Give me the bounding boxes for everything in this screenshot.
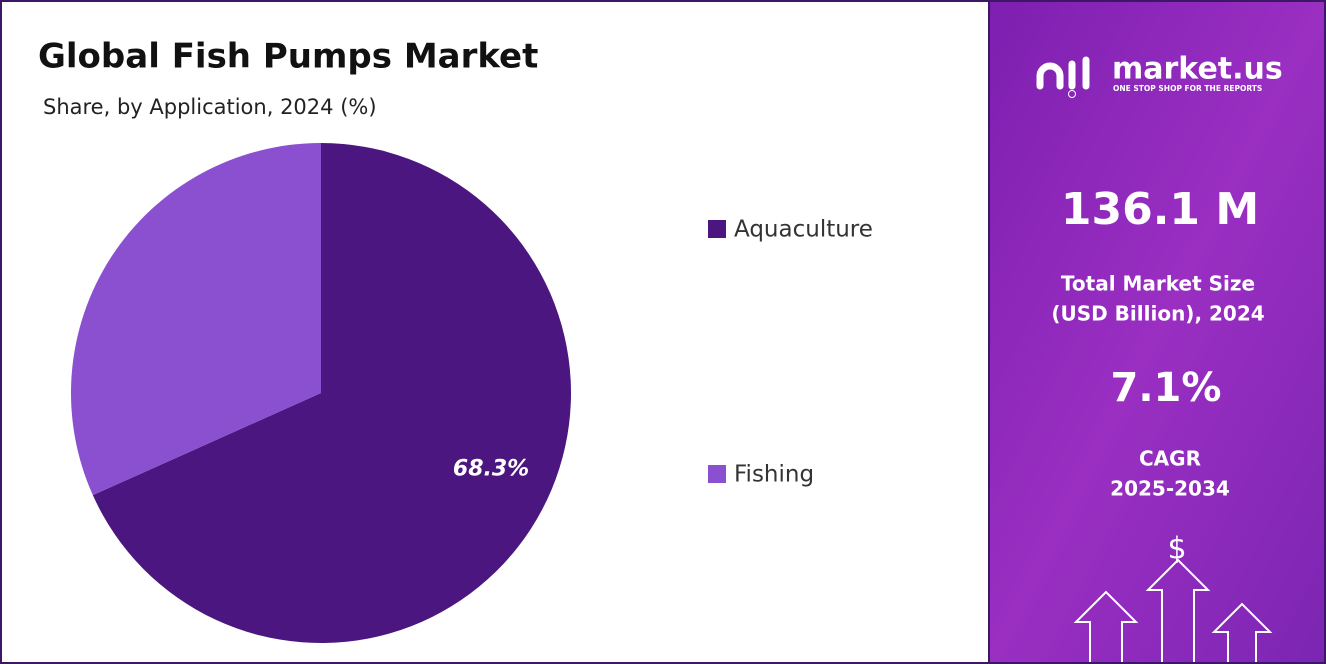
market-size: 136.1 M — [1061, 184, 1259, 235]
tagline: ONE STOP SHOP FOR THE REPORTS — [1113, 84, 1262, 93]
pie: 68.3% — [70, 143, 572, 644]
side-panel — [990, 2, 1324, 662]
data-label: 68.3% — [453, 456, 529, 481]
dollar-icon: $ — [1167, 532, 1186, 567]
cagr-label: CAGR — [1139, 447, 1201, 471]
market-size-label: Total Market Size — [1061, 272, 1255, 296]
legend: Aquaculture Fishing — [708, 217, 873, 488]
pie-slice — [92, 143, 572, 644]
legend-label: Aquaculture — [734, 217, 873, 243]
chart-subtitle: Share, by Application, 2024 (%) — [43, 95, 377, 119]
legend-swatch — [708, 220, 726, 238]
market-size-label: (USD Billion), 2024 — [1051, 302, 1264, 326]
arrows-icon — [1073, 558, 1273, 662]
logo-icon — [1036, 56, 1090, 98]
chart-title: Global Fish Pumps Market — [38, 37, 538, 77]
pie-slice — [70, 143, 321, 496]
legend-swatch — [708, 465, 726, 483]
cagr: 7.1% — [1111, 365, 1222, 411]
legend-label: Fishing — [734, 462, 814, 488]
brand: market.us — [1112, 52, 1283, 87]
cagr-label: 2025-2034 — [1110, 477, 1230, 501]
